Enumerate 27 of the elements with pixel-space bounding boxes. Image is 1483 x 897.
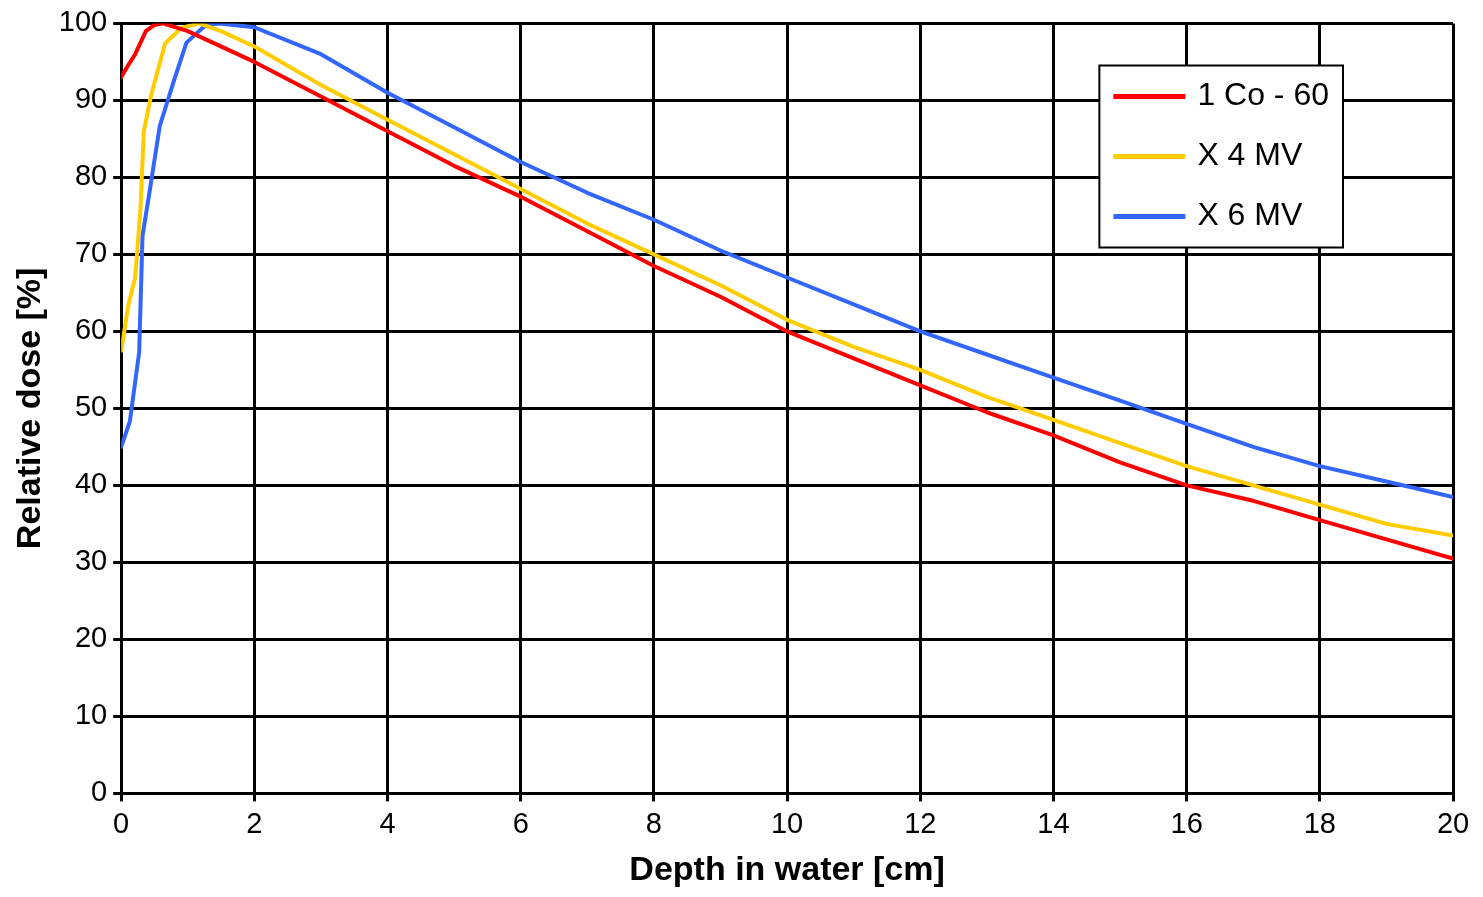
x-tick-label: 14 [1037, 806, 1070, 839]
y-tick-label: 20 [74, 621, 108, 654]
x-tick-label: 2 [246, 806, 263, 839]
x-tick-label: 20 [1436, 806, 1470, 839]
legend-label: 1 Co - 60 [1197, 76, 1329, 113]
y-tick-label: 40 [74, 467, 108, 500]
y-tick-label: 30 [74, 544, 108, 577]
x-tick-label: 12 [904, 806, 937, 839]
x-tick-label: 10 [770, 806, 804, 839]
y-tick-label: 10 [74, 698, 108, 731]
y-axis-title: Relative dose [%] [8, 267, 47, 550]
y-tick-label: 100 [58, 5, 108, 38]
legend-label: X 6 MV [1197, 196, 1303, 233]
y-tick-label: 50 [74, 390, 108, 423]
y-tick-label: 80 [74, 159, 108, 192]
x-tick-label: 4 [379, 806, 396, 839]
x-tick-label: 6 [512, 806, 529, 839]
y-tick-label: 70 [74, 236, 108, 269]
legend-label: X 4 MV [1197, 136, 1303, 173]
x-tick-label: 16 [1170, 806, 1203, 839]
x-axis-title: Depth in water [cm] [629, 848, 945, 887]
y-tick-label: 90 [74, 82, 108, 115]
y-tick-label: 60 [74, 313, 108, 346]
x-tick-label: 0 [113, 806, 130, 839]
x-tick-label: 18 [1303, 806, 1336, 839]
y-tick-label: 0 [91, 775, 108, 808]
x-tick-label: 8 [645, 806, 662, 839]
